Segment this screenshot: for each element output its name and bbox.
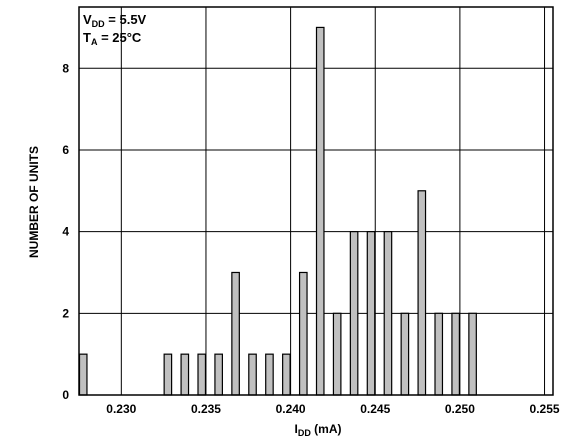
histogram-bar <box>180 353 190 396</box>
histogram-bar <box>231 271 240 396</box>
x-tick-label: 0.235 <box>191 402 221 416</box>
condition-vdd: VDD = 5.5V <box>83 12 147 29</box>
histogram-bar <box>434 312 444 396</box>
y-tick-label: 6 <box>62 143 69 157</box>
histogram-bars <box>78 26 477 396</box>
x-tick-label: 0.230 <box>106 402 136 416</box>
histogram-bar <box>315 26 325 396</box>
condition-ta: TA = 25°C <box>83 30 142 47</box>
y-tick-label: 4 <box>62 225 69 239</box>
histogram-bar <box>400 312 410 396</box>
y-axis-label: NUMBER OF UNITS <box>27 146 41 258</box>
x-axis-label: IDD (mA) <box>294 422 341 438</box>
histogram-bar <box>451 312 460 396</box>
histogram-bar <box>265 353 274 396</box>
x-tick-label: 0.240 <box>276 402 306 416</box>
histogram-bar <box>248 353 257 396</box>
histogram-bar <box>197 353 207 396</box>
histogram-bar <box>366 231 376 396</box>
histogram-bar <box>468 312 477 396</box>
x-tick-label: 0.255 <box>530 402 560 416</box>
y-tick-label: 2 <box>62 306 69 320</box>
histogram-bar <box>163 353 173 396</box>
histogram-bar <box>332 312 342 396</box>
x-tick-label: 0.245 <box>360 402 390 416</box>
x-tick-labels: 0.230 0.235 0.240 0.245 0.250 0.255 <box>106 402 560 416</box>
histogram-bar <box>282 353 291 396</box>
histogram-bar <box>417 190 427 396</box>
histogram-bar <box>383 231 393 396</box>
x-tick-label: 0.250 <box>445 402 475 416</box>
histogram-bar <box>349 231 359 396</box>
y-tick-label: 8 <box>62 61 69 75</box>
y-tick-label: 0 <box>62 388 69 402</box>
histogram-bar <box>214 353 223 396</box>
histogram-bar <box>78 353 88 396</box>
histogram-bar <box>298 271 308 396</box>
y-tick-labels: 0 2 4 6 8 <box>62 61 69 402</box>
plot-frame <box>78 6 554 396</box>
